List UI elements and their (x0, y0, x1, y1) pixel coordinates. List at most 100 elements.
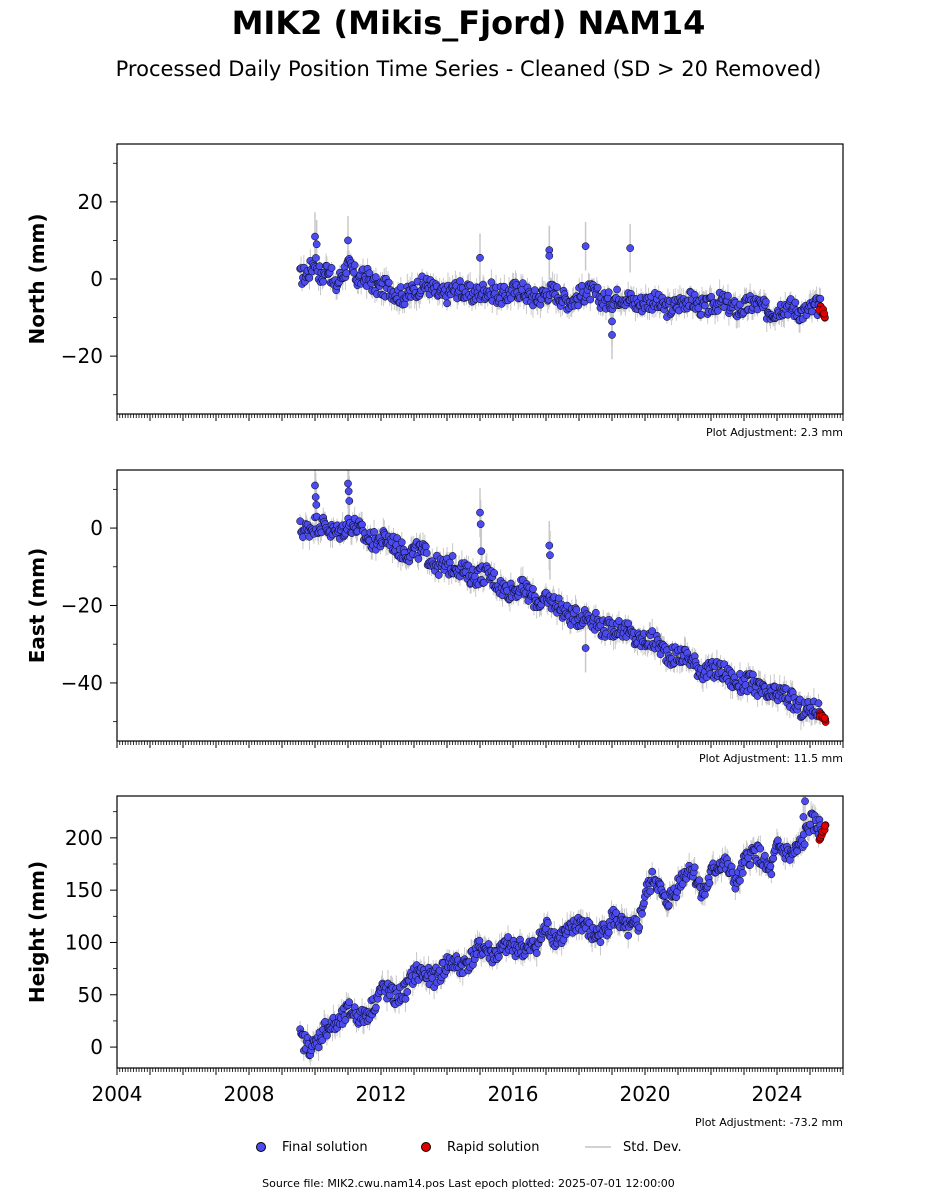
final-solution-point (638, 910, 646, 918)
y-tick-label: 200 (65, 826, 103, 850)
final-solution-point (806, 820, 815, 829)
final-solution-point (344, 479, 352, 488)
final-solution-point (345, 497, 354, 505)
final-solution-point (456, 277, 464, 285)
plot-adjustment-note: Plot Adjustment: -73.2 mm (695, 1116, 843, 1129)
y-tick-label: 0 (90, 516, 103, 540)
final-solution-point (305, 274, 314, 282)
final-solution-point (345, 998, 353, 1006)
final-solution-point (816, 294, 825, 303)
final-solution-point (372, 1003, 380, 1012)
final-solution-point (532, 949, 541, 958)
final-solution-point (344, 236, 352, 245)
final-solution-point (738, 869, 747, 877)
final-solution-point (545, 252, 554, 260)
final-solution-point (746, 861, 754, 869)
final-solution-point (397, 538, 406, 547)
plot-adjustment-note: Plot Adjustment: 11.5 mm (699, 752, 843, 765)
final-solution-point (545, 541, 554, 550)
final-solution-point (358, 520, 366, 529)
y-tick-label: −20 (61, 344, 103, 368)
final-solution-point (801, 797, 809, 806)
x-tick-label: 2024 (752, 1082, 803, 1106)
final-solution-point (664, 901, 673, 910)
y-tick-label: 0 (90, 267, 103, 291)
legend-marker-std (585, 1146, 611, 1148)
legend-item-rapid: Rapid solution (421, 1136, 539, 1158)
final-solution-point (350, 261, 359, 269)
y-tick-label: 50 (78, 983, 103, 1007)
plot-frame (116, 795, 844, 1069)
source-note: Source file: MIK2.cwu.nam14.pos Last epo… (262, 1177, 675, 1190)
rapid-solution-point (820, 713, 829, 722)
final-solution-point (327, 264, 336, 272)
final-solution-point (648, 867, 657, 876)
legend: Final solution Rapid solution Std. Dev. (0, 1136, 937, 1158)
final-solution-point (648, 627, 657, 635)
y-tick-label: 150 (65, 878, 103, 902)
final-solution-point (494, 953, 503, 961)
legend-item-std: Std. Dev. (585, 1136, 682, 1158)
final-solution-point (646, 887, 655, 896)
y-tick-label: 20 (78, 190, 103, 214)
final-solution-point (448, 552, 457, 560)
final-solution-point (604, 288, 613, 297)
final-solution-point (581, 242, 590, 251)
final-solution-point (397, 283, 405, 291)
figure-subtitle: Processed Daily Position Time Series - C… (115, 57, 822, 81)
final-solution-point (697, 310, 706, 319)
x-tick-label: 2016 (488, 1082, 539, 1106)
final-solution-point (574, 301, 583, 310)
x-tick-label: 2004 (92, 1082, 143, 1106)
final-solution-point (546, 551, 554, 560)
final-solution-point (401, 995, 410, 1003)
final-solution-point (767, 870, 776, 879)
legend-label-std: Std. Dev. (623, 1139, 682, 1155)
final-solution-point (640, 899, 648, 908)
final-solution-point (695, 876, 704, 885)
final-solution-point (626, 244, 635, 252)
final-solution-point (761, 851, 769, 860)
final-solution-point (529, 585, 537, 593)
final-solution-point (311, 493, 320, 501)
final-solution-point (530, 286, 539, 294)
final-solution-point (312, 240, 321, 249)
final-solution-point (613, 285, 621, 294)
final-solution-point (701, 890, 709, 899)
final-solution-point (766, 862, 775, 871)
final-solution-point (385, 278, 393, 287)
y-tick-label: 0 (90, 1035, 103, 1059)
y-axis-label: East (mm) (25, 548, 49, 664)
final-solution-point (635, 923, 644, 932)
plot-area (296, 796, 830, 1066)
final-solution-point (315, 262, 324, 270)
x-tick-label: 2012 (356, 1082, 407, 1106)
final-solution-point (342, 269, 351, 278)
final-solution-point (445, 558, 454, 567)
final-solution-point (311, 232, 319, 241)
final-solution-point (477, 547, 486, 556)
final-solution-point (604, 928, 613, 937)
final-solution-point (596, 938, 605, 947)
final-solution-point (476, 253, 484, 262)
final-solution-point (586, 295, 595, 304)
plot-area (296, 470, 830, 731)
final-solution-point (312, 500, 321, 509)
y-tick-label: −20 (61, 594, 103, 618)
final-solution-point (749, 670, 757, 679)
y-axis-label: Height (mm) (25, 861, 49, 1003)
final-solution-point (593, 283, 602, 292)
final-solution-point (572, 605, 581, 614)
final-solution-point (814, 699, 823, 708)
final-solution-point (299, 533, 307, 541)
final-solution-point (608, 317, 616, 326)
final-solution-point (311, 481, 319, 490)
legend-label-rapid: Rapid solution (447, 1139, 540, 1155)
final-solution-point (370, 528, 378, 536)
x-tick-label: 2020 (620, 1082, 671, 1106)
final-solution-point (553, 283, 561, 292)
final-solution-point (756, 844, 765, 853)
final-solution-point (476, 520, 485, 529)
final-solution-point (800, 840, 809, 849)
legend-marker-rapid (421, 1142, 431, 1152)
